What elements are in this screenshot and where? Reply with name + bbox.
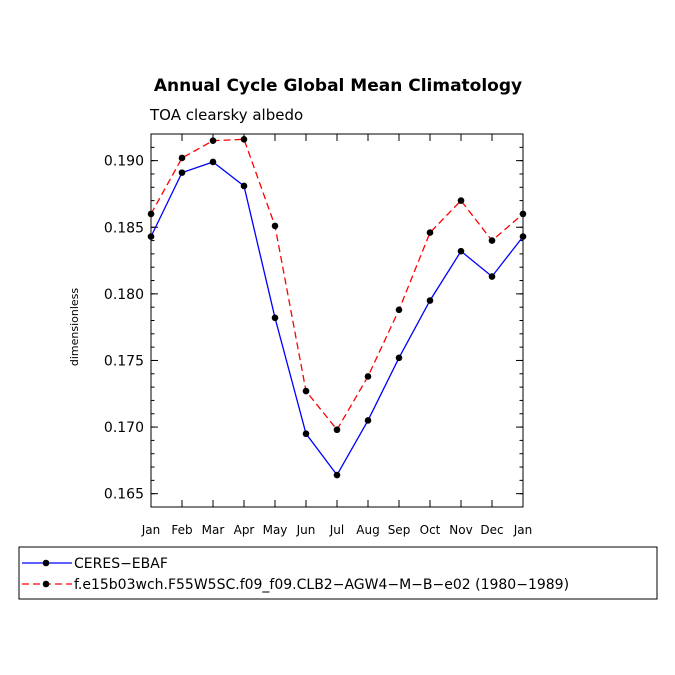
data-point <box>488 273 496 280</box>
legend-marker-0 <box>42 559 50 567</box>
y-tick-label: 0.180 <box>104 287 144 303</box>
data-point <box>147 233 155 240</box>
data-point <box>457 247 465 255</box>
series-layer <box>147 136 527 479</box>
data-point <box>395 306 403 314</box>
x-tick-label: May <box>263 523 288 537</box>
y-axis-label: dimensionless <box>68 288 81 367</box>
x-tick-label: Apr <box>234 523 255 537</box>
data-point <box>178 169 186 176</box>
data-point <box>364 417 372 424</box>
data-point <box>147 210 155 218</box>
x-tick-label: Mar <box>202 523 225 537</box>
x-tick-label: Nov <box>449 523 472 537</box>
x-tick-label: Dec <box>480 523 503 537</box>
x-tick-label: Aug <box>356 523 379 537</box>
legend-label-0: CERES−EBAF <box>74 556 168 572</box>
x-tick-label: Sep <box>388 523 411 537</box>
y-tick-label: 0.185 <box>104 220 144 236</box>
plot-frame <box>150 133 524 508</box>
x-tick-label: Jul <box>329 523 344 537</box>
data-point <box>209 137 217 144</box>
data-point <box>426 229 434 236</box>
data-point <box>488 237 496 244</box>
x-tick-label: Oct <box>420 523 441 537</box>
axis-ticks: 0.165 0.170 0.175 0.180 0.185 0.190 Jan Feb Mar A… <box>104 133 533 537</box>
chart-title: Annual Cycle Global Mean Climatology <box>154 76 522 96</box>
data-point <box>519 210 527 218</box>
y-tick-label: 0.175 <box>104 353 144 369</box>
legend-marker-1 <box>42 580 50 588</box>
y-tick-label: 0.190 <box>104 154 144 170</box>
data-point <box>395 354 403 362</box>
series-line-1 <box>150 138 524 431</box>
data-point <box>457 197 465 204</box>
data-point <box>178 154 186 162</box>
x-tick-label: Jan <box>513 523 533 537</box>
y-tick-label: 0.170 <box>104 420 144 436</box>
data-point <box>240 182 248 190</box>
data-point <box>271 222 279 230</box>
data-point <box>333 471 341 479</box>
y-tick-label: 0.165 <box>104 487 144 503</box>
data-point <box>302 387 310 395</box>
x-tick-label: Jan <box>141 523 161 537</box>
data-point <box>364 373 372 380</box>
x-tick-label: Jun <box>296 523 316 537</box>
data-point <box>209 158 217 166</box>
data-point <box>271 314 279 322</box>
legend-label-1: f.e15b03wch.F55W5SC.f09_f09.CLB2−AGW4−M−… <box>74 577 569 593</box>
legend: CERES−EBAF f.e15b03wch.F55W5SC.f09_f09.CL… <box>18 546 658 600</box>
data-point <box>302 430 310 438</box>
data-point <box>519 233 527 240</box>
data-point <box>333 426 341 434</box>
chart-subtitle: TOA clearsky albedo <box>149 106 303 124</box>
x-tick-label: Feb <box>171 523 192 537</box>
data-point <box>240 136 248 143</box>
data-point <box>426 297 434 304</box>
legend-box <box>18 546 658 600</box>
